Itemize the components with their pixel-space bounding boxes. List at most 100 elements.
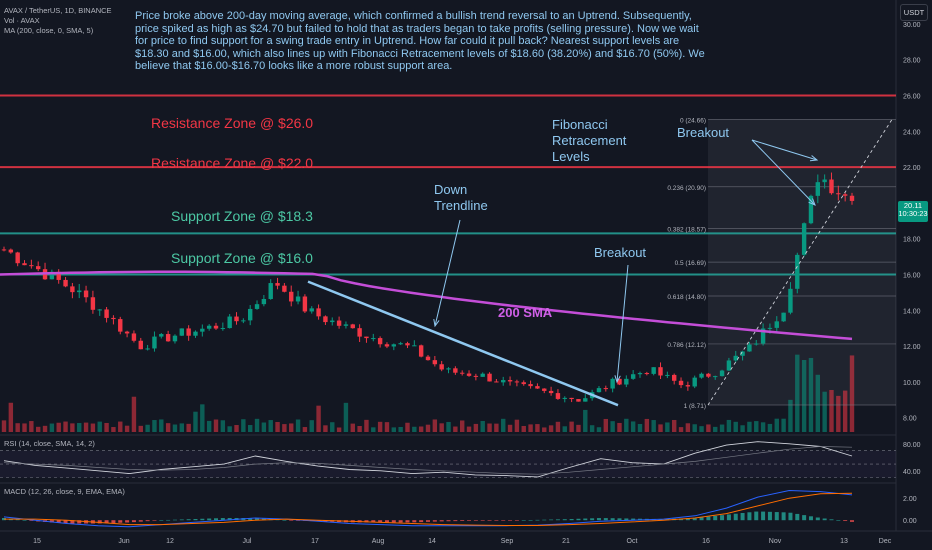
macd-histogram-bar (822, 518, 827, 521)
candle-body (8, 249, 14, 253)
ma-legend[interactable]: MA (200, close, 0, SMA, 5) (4, 26, 94, 35)
volume-bar (227, 426, 232, 432)
volume-bar (213, 419, 219, 432)
volume-bar (644, 418, 650, 432)
price-axis[interactable]: 8.0010.0012.0014.0016.0018.0020.0022.002… (903, 22, 921, 423)
macd-histogram-bar (549, 519, 554, 521)
macd-histogram-bar (289, 520, 294, 521)
macd-histogram-bar (371, 520, 376, 523)
volume-bar (289, 423, 294, 432)
currency-button[interactable]: USDT (900, 4, 928, 21)
candle-body (282, 285, 287, 292)
volume-bar (15, 423, 20, 432)
macd-histogram-bar (364, 520, 369, 523)
volume-bar (555, 421, 561, 432)
volume-bar (754, 421, 759, 432)
macd-histogram-bar (590, 518, 595, 521)
candle-body (165, 334, 171, 342)
candle-body (97, 309, 102, 311)
volume-bar (97, 421, 102, 432)
fibonacci-label-line2: Retracement (552, 133, 627, 148)
sma-200-label: 200 SMA (498, 305, 553, 320)
candle-body (418, 345, 424, 357)
fibonacci-label: 0.236 (20.90) (667, 185, 706, 192)
volume-bar (473, 423, 479, 432)
rsi-tick-label: 80.00 (903, 442, 921, 449)
macd-histogram-bar (316, 520, 321, 522)
support-16-label: Support Zone @ $16.0 (171, 250, 313, 266)
volume-bar (200, 404, 205, 432)
candle-body (159, 334, 164, 337)
candle-body (446, 368, 451, 370)
volume-bar (685, 423, 691, 432)
callout-arrow (434, 219, 461, 327)
candle-body (371, 338, 376, 340)
macd-histogram-bar (15, 519, 20, 521)
volume-bar (282, 424, 287, 432)
time-axis[interactable]: 15 Jun 12 Jul 17 Aug 14 Sep 21 Oct 16 Nov 13 Dec (33, 538, 892, 545)
rsi-legend[interactable]: RSI (14, close, SMA, 14, 2) (4, 439, 95, 448)
price-tick-label: 22.00 (903, 165, 921, 172)
volume-bar (330, 422, 335, 432)
candle-body (555, 393, 561, 399)
volume-bar (658, 424, 663, 432)
volume-bar (343, 402, 349, 432)
volume-bar (309, 420, 314, 432)
time-tick-label: 15 (33, 538, 41, 545)
candle-body (466, 373, 472, 376)
fibonacci-label: 1 (8.71) (684, 403, 706, 410)
macd-histogram-bar (562, 519, 567, 521)
time-tick-label: 16 (702, 538, 710, 545)
volume-bar (323, 425, 328, 432)
price-tick-label: 24.00 (903, 129, 921, 136)
candle-body (138, 340, 143, 350)
candle-body (836, 193, 841, 195)
volume-legend[interactable]: Vol · AVAX (4, 16, 40, 25)
volume-bar (83, 422, 89, 432)
candle-body (507, 380, 513, 382)
volume-bar (822, 391, 827, 432)
callout-arrow (616, 264, 629, 383)
macd-line (4, 492, 853, 526)
candle-body (391, 344, 397, 347)
candle-body (487, 373, 492, 382)
candle-body (781, 312, 786, 322)
volume-bar (603, 418, 609, 432)
volume-bar (610, 421, 615, 432)
macd-histogram-bar (781, 512, 786, 521)
macd-histogram-bar (836, 520, 841, 521)
candle-body (118, 319, 123, 332)
volume-bar (377, 421, 383, 432)
volume-bar (104, 422, 109, 432)
candle-body (637, 373, 643, 375)
candle-body (658, 367, 663, 376)
macd-histogram-bar (70, 520, 75, 524)
candle-body (289, 291, 294, 302)
macd-histogram-bar (77, 520, 82, 524)
macd-legend[interactable]: MACD (12, 26, close, 9, EMA, EMA) (4, 487, 125, 496)
fibonacci-label: 0.5 (16.69) (675, 260, 706, 267)
volume-bar (398, 426, 403, 432)
volume-bar (836, 395, 841, 432)
macd-histogram-bar (761, 511, 766, 521)
price-tick-label: 30.00 (903, 22, 921, 29)
volume-bar (569, 421, 574, 432)
macd-histogram-bar (726, 514, 731, 521)
symbol-legend[interactable]: AVAX / TetherUS, 1D, BINANCE (4, 6, 112, 15)
candle-body (83, 290, 89, 298)
volume-bar (528, 424, 533, 432)
resistance-26-label: Resistance Zone @ $26.0 (151, 115, 314, 131)
candle-body (665, 374, 670, 376)
candle-body (193, 331, 198, 336)
volume-bar (1, 420, 7, 432)
macd-histogram-bar (631, 518, 636, 521)
fibonacci-label-line1: Fibonacci (552, 117, 608, 132)
candle-body (295, 296, 301, 302)
macd-histogram-bar (473, 520, 478, 521)
candle-body (528, 384, 533, 387)
time-tick-label: Sep (501, 538, 514, 545)
volume-bar (760, 422, 766, 432)
candle-body (384, 344, 390, 347)
candle-body (685, 385, 691, 387)
